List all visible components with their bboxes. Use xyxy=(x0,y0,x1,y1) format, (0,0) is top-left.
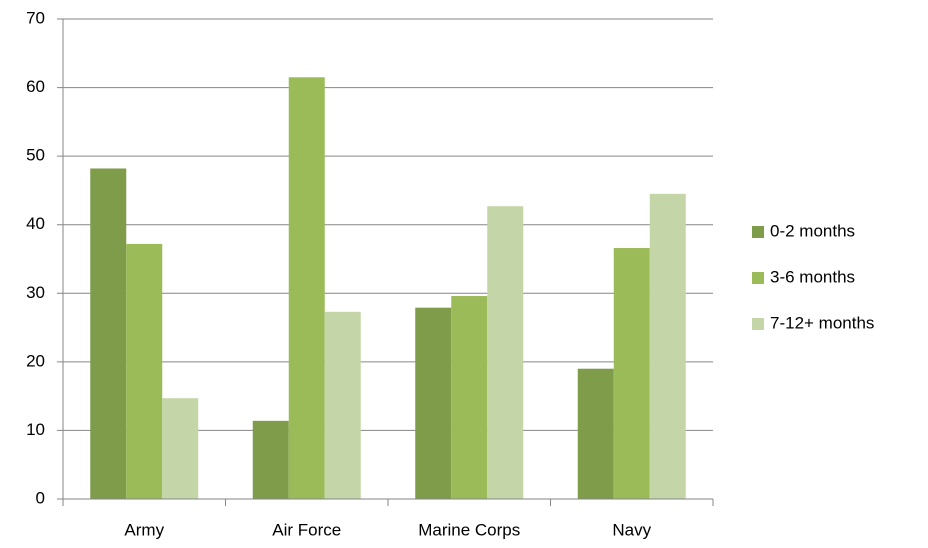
bar xyxy=(487,206,524,499)
bar xyxy=(126,243,163,499)
x-tick-label: Army xyxy=(124,520,164,539)
x-tick-label: Navy xyxy=(612,520,651,539)
y-tick-label: 50 xyxy=(26,146,45,165)
legend-label: 3-6 months xyxy=(770,267,855,286)
y-tick-label: 20 xyxy=(26,351,45,370)
x-tick-label: Air Force xyxy=(272,520,341,539)
y-tick-label: 30 xyxy=(26,283,45,302)
x-tick-label: Marine Corps xyxy=(418,520,520,539)
bar xyxy=(252,420,289,499)
legend-swatch xyxy=(752,272,764,284)
legend-label: 7-12+ months xyxy=(770,313,874,332)
y-tick-label: 40 xyxy=(26,214,45,233)
bar xyxy=(162,398,199,499)
bar xyxy=(415,307,452,499)
bar xyxy=(613,248,650,499)
legend-label: 0-2 months xyxy=(770,221,855,240)
bar xyxy=(577,368,614,499)
y-tick-label: 60 xyxy=(26,77,45,96)
y-tick-label: 10 xyxy=(26,420,45,439)
bar xyxy=(90,168,127,499)
y-tick-label: 0 xyxy=(36,488,45,507)
y-tick-label: 70 xyxy=(26,8,45,27)
legend-swatch xyxy=(752,226,764,238)
legend-swatch xyxy=(752,318,764,330)
bar xyxy=(324,311,361,499)
bar xyxy=(288,77,325,500)
bar xyxy=(451,296,488,499)
bar xyxy=(649,193,686,499)
